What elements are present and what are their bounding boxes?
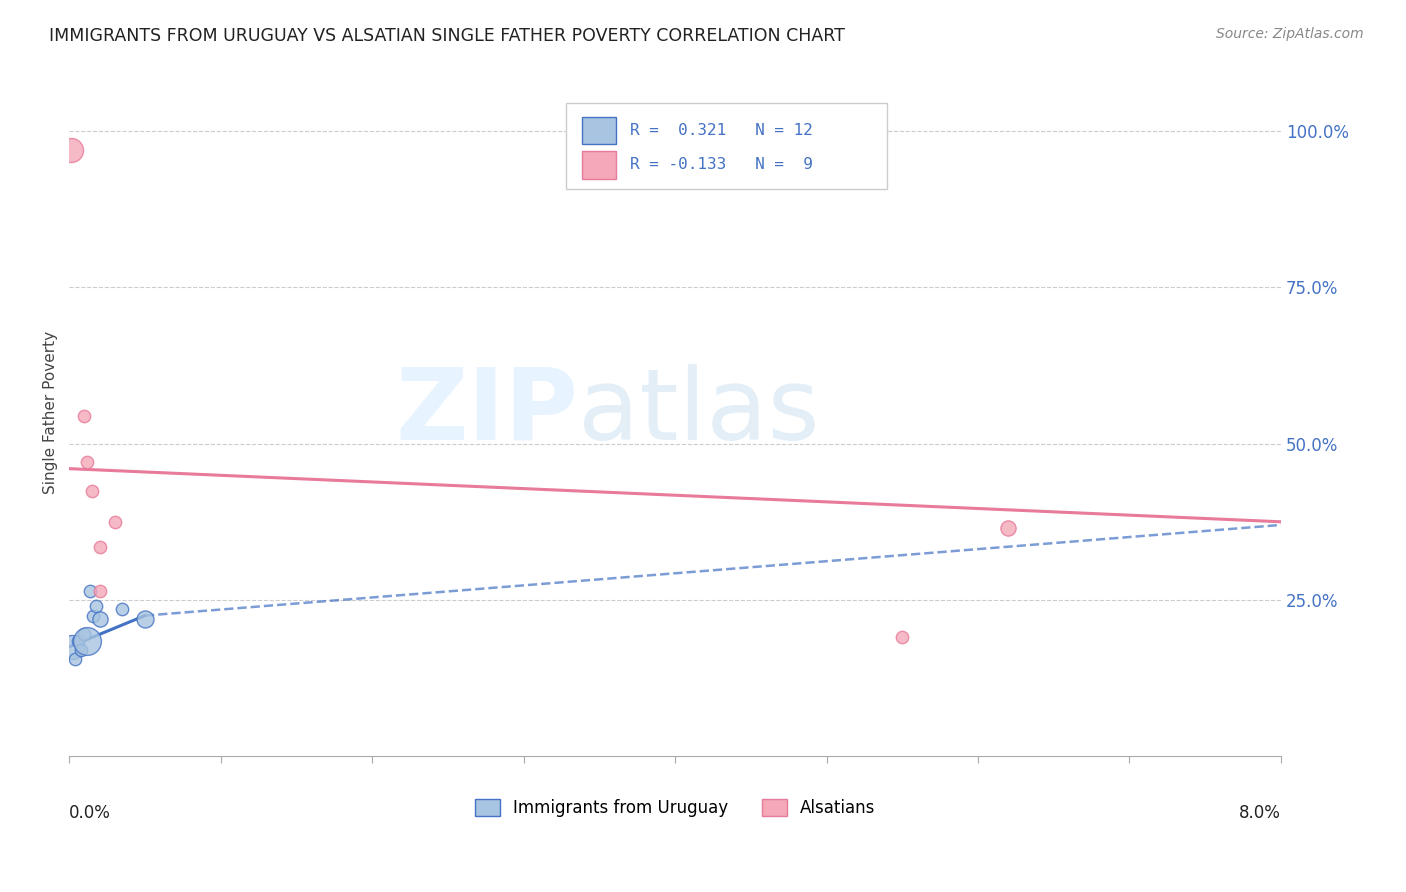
Point — [76, 633, 98, 648]
Point — [76, 455, 98, 469]
Point — [79, 583, 101, 598]
Point — [134, 612, 156, 626]
Text: ZIP: ZIP — [395, 364, 578, 461]
Point — [80, 483, 103, 498]
Text: atlas: atlas — [578, 364, 820, 461]
Point — [65, 652, 87, 666]
Point — [89, 540, 111, 554]
FancyBboxPatch shape — [567, 103, 887, 189]
Text: R =  0.321   N = 12: R = 0.321 N = 12 — [630, 123, 813, 138]
Text: IMMIGRANTS FROM URUGUAY VS ALSATIAN SINGLE FATHER POVERTY CORRELATION CHART: IMMIGRANTS FROM URUGUAY VS ALSATIAN SING… — [49, 27, 845, 45]
Point — [82, 608, 104, 623]
Point — [997, 521, 1019, 535]
Point — [73, 627, 96, 641]
Point — [104, 515, 127, 529]
Point — [89, 612, 111, 626]
Point — [86, 599, 108, 614]
Y-axis label: Single Father Poverty: Single Father Poverty — [44, 331, 58, 494]
Point — [59, 143, 82, 157]
Text: R = -0.133   N =  9: R = -0.133 N = 9 — [630, 157, 813, 172]
Point — [891, 631, 914, 645]
Point — [111, 602, 134, 616]
Point — [73, 409, 96, 423]
Text: 0.0%: 0.0% — [69, 805, 111, 822]
Text: Source: ZipAtlas.com: Source: ZipAtlas.com — [1216, 27, 1364, 41]
Bar — [582, 151, 616, 178]
Text: 8.0%: 8.0% — [1239, 805, 1281, 822]
Bar — [582, 117, 616, 145]
Point — [89, 583, 111, 598]
Legend: Immigrants from Uruguay, Alsatians: Immigrants from Uruguay, Alsatians — [468, 792, 882, 823]
Point — [70, 643, 93, 657]
Point — [67, 633, 90, 648]
Point — [60, 640, 83, 654]
